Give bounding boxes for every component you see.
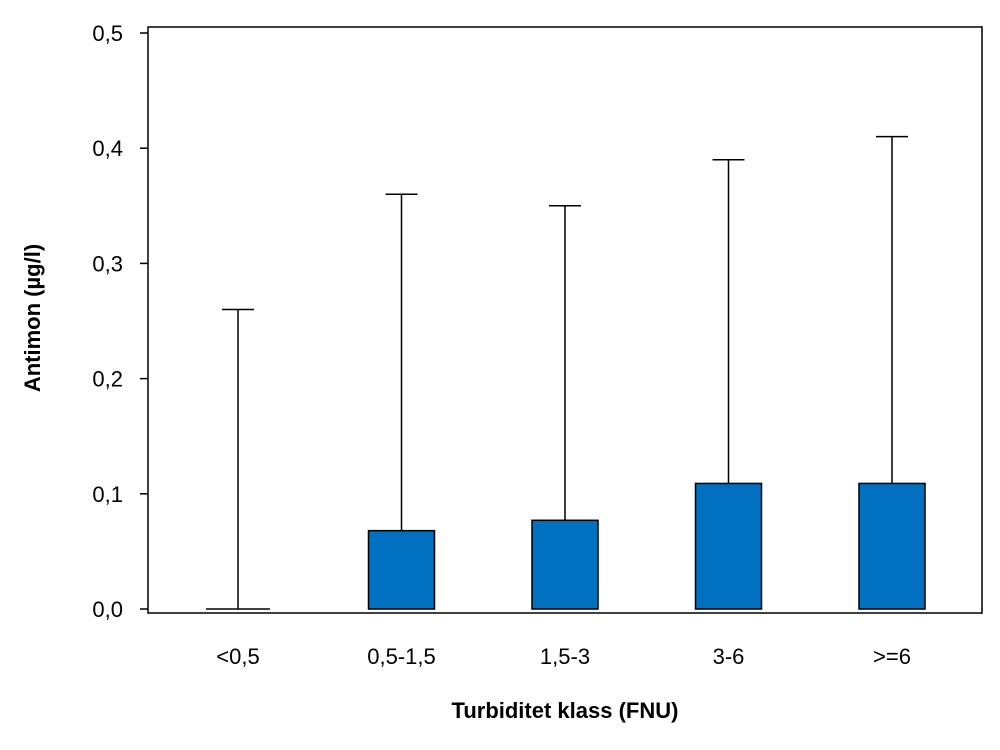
bar <box>367 529 436 610</box>
x-axis: <0,5 0,5-1,5 1,5-3 3-6 >=6 <box>216 644 911 669</box>
y-tick-label: 0,4 <box>92 136 123 161</box>
y-tick-label: 0,1 <box>92 482 123 507</box>
bar <box>531 519 599 610</box>
x-tick-label: 1,5-3 <box>540 644 590 669</box>
y-tick-label: 0,3 <box>92 251 123 276</box>
x-tick-label: 0,5-1,5 <box>367 644 436 669</box>
bar-series <box>206 135 926 610</box>
y-axis-title: Antimon (µg/l) <box>20 244 45 392</box>
x-tick-label: 3-6 <box>713 644 745 669</box>
plot-frame <box>147 26 983 614</box>
bar <box>858 482 926 610</box>
y-tick-label: 0,5 <box>92 21 123 46</box>
y-axis: 0,0 0,1 0,2 0,3 0,4 0,5 <box>92 21 148 622</box>
x-axis-title: Turbiditet klass (FNU) <box>452 698 679 723</box>
x-tick-label: <0,5 <box>216 644 259 669</box>
x-tick-label: >=6 <box>873 644 911 669</box>
y-tick-label: 0,2 <box>92 367 123 392</box>
bar <box>694 482 763 610</box>
y-tick-label: 0,0 <box>92 597 123 622</box>
